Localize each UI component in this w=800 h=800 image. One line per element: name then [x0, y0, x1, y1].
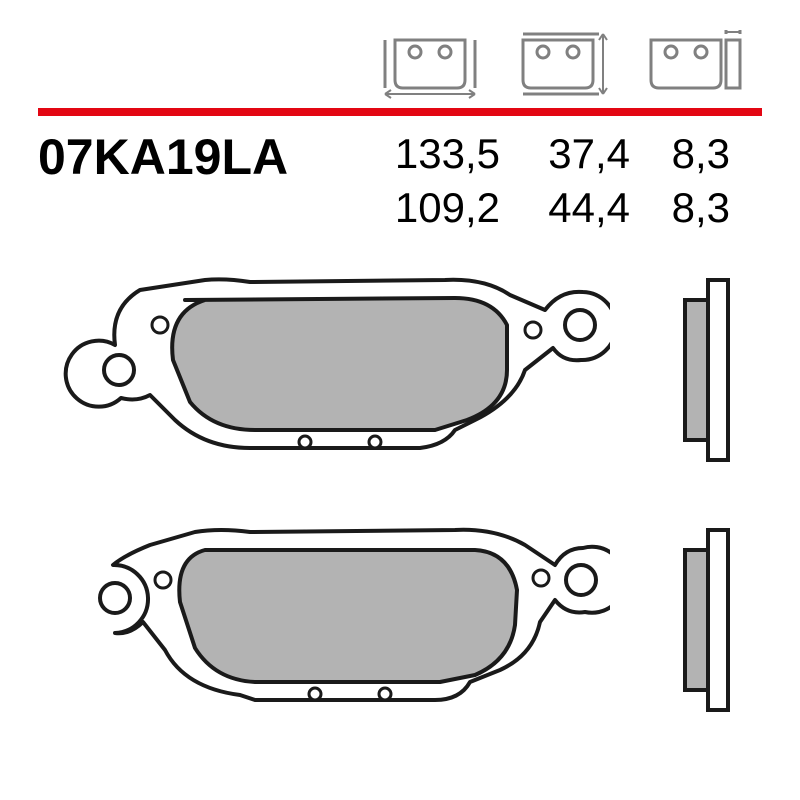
spec-sheet: 07KA19LA 133,5 37,4 8,3 109,2 44,4 8,3: [0, 0, 800, 800]
dim-row1-thickness: 8,3: [672, 130, 730, 178]
dim-row2-height: 44,4: [548, 184, 630, 232]
divider: [38, 108, 762, 116]
dim-row1-width: 133,5: [395, 130, 500, 178]
dim-icon-thickness: [631, 30, 751, 100]
brake-pad-1-side: [660, 275, 760, 465]
part-number: 07KA19LA: [38, 128, 288, 186]
dim-row1-height: 37,4: [548, 130, 630, 178]
dim-row2-width: 109,2: [395, 184, 500, 232]
dim-icon-width: [375, 30, 485, 100]
brake-pad-1-front: [55, 270, 610, 470]
dim-row2-thickness: 8,3: [672, 184, 730, 232]
brake-pad-2-front: [55, 520, 610, 720]
brake-pad-2-side: [660, 525, 760, 715]
dim-icon-height: [503, 30, 613, 100]
